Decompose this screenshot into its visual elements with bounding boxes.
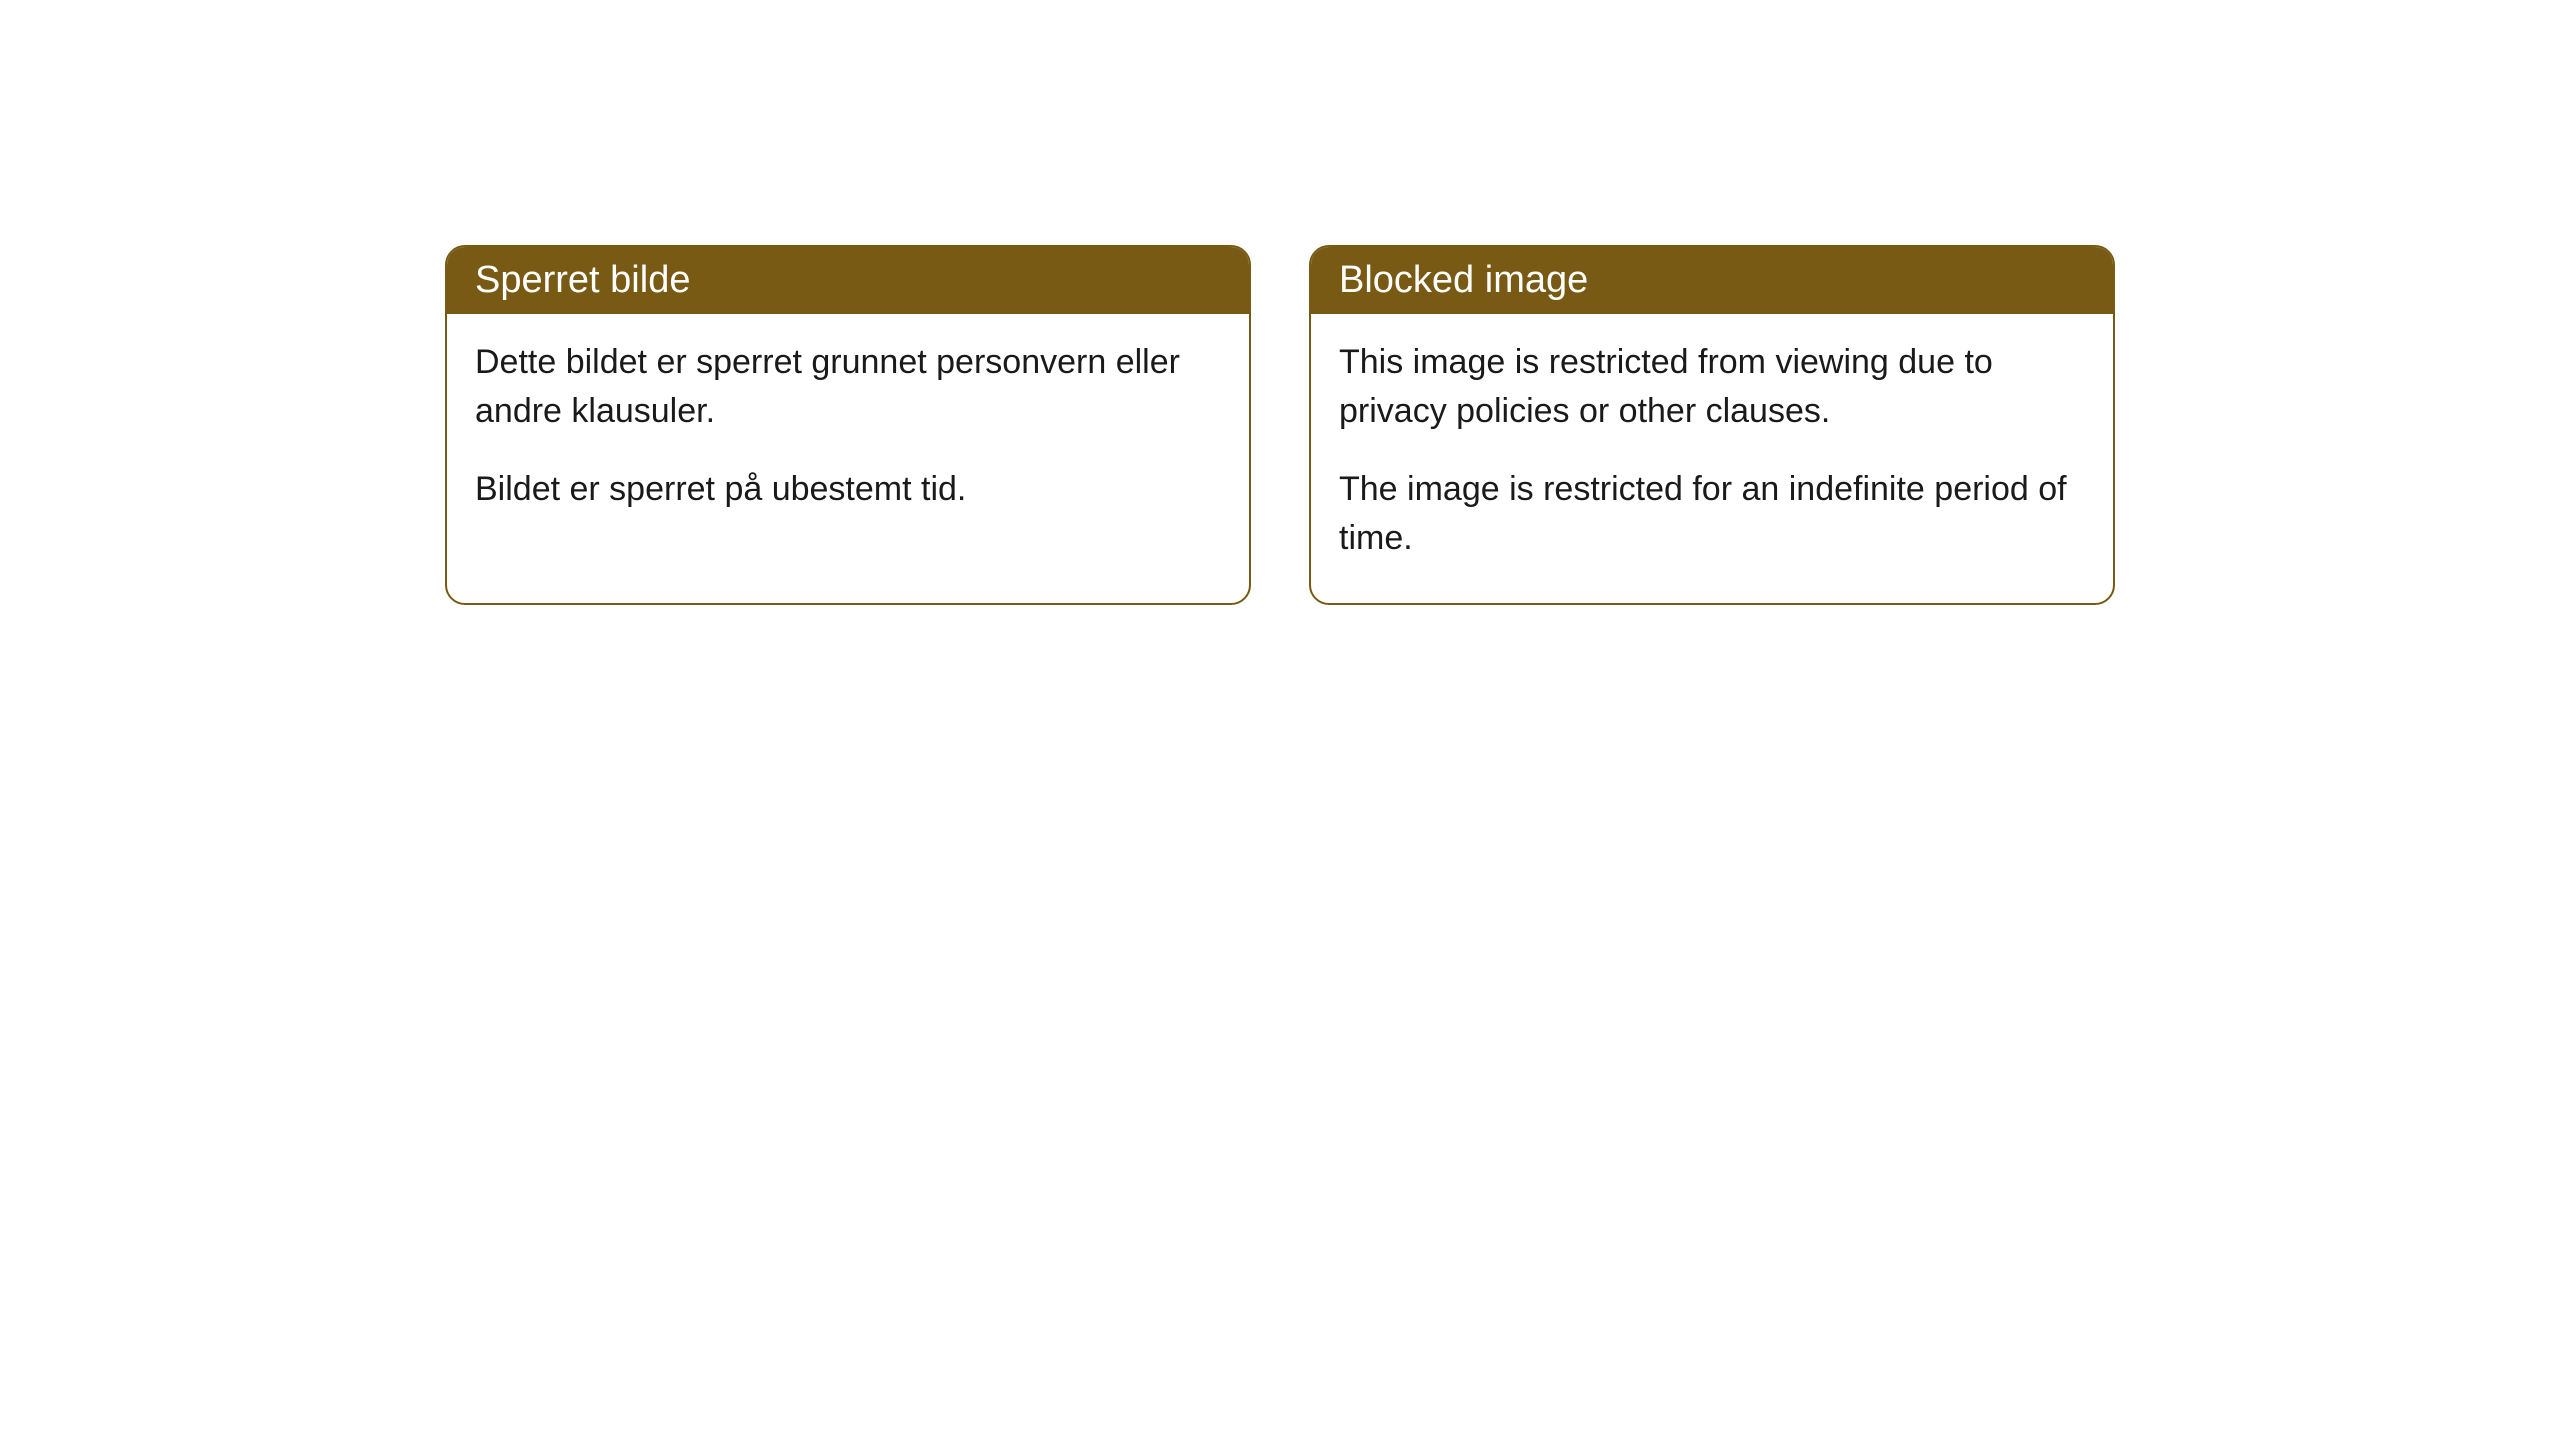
cards-container: Sperret bilde Dette bildet er sperret gr… xyxy=(445,245,2115,605)
card-paragraph-2-norwegian: Bildet er sperret på ubestemt tid. xyxy=(475,465,1221,514)
card-header-english: Blocked image xyxy=(1311,247,2113,314)
card-english: Blocked image This image is restricted f… xyxy=(1309,245,2115,605)
card-paragraph-1-norwegian: Dette bildet er sperret grunnet personve… xyxy=(475,338,1221,437)
card-norwegian: Sperret bilde Dette bildet er sperret gr… xyxy=(445,245,1251,605)
card-body-norwegian: Dette bildet er sperret grunnet personve… xyxy=(447,314,1249,554)
card-body-english: This image is restricted from viewing du… xyxy=(1311,314,2113,603)
card-paragraph-1-english: This image is restricted from viewing du… xyxy=(1339,338,2085,437)
card-paragraph-2-english: The image is restricted for an indefinit… xyxy=(1339,465,2085,564)
card-header-norwegian: Sperret bilde xyxy=(447,247,1249,314)
